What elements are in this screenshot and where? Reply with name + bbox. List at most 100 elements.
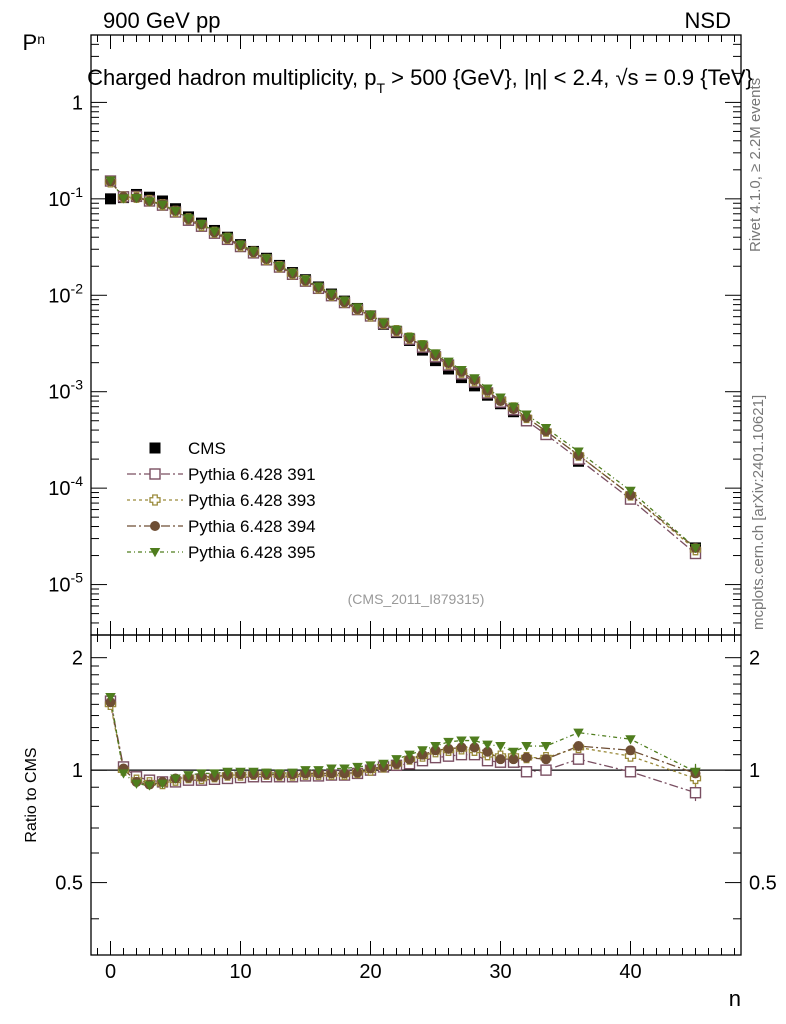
ratio-point bbox=[443, 737, 454, 748]
ratio-point bbox=[430, 742, 441, 752]
y-tick-label: 1 bbox=[72, 92, 83, 114]
y-tick-label: 10-2 bbox=[48, 280, 83, 307]
data-point bbox=[521, 410, 532, 420]
data-point bbox=[443, 357, 454, 367]
ratio-point bbox=[572, 753, 585, 765]
ratio-point bbox=[352, 762, 363, 773]
data-point bbox=[118, 194, 129, 204]
ratio-panel-frame bbox=[90, 634, 742, 956]
ratio-point bbox=[573, 728, 584, 738]
ratio-point bbox=[508, 747, 519, 757]
legend-label: Pythia 6.428 394 bbox=[188, 517, 316, 536]
data-point bbox=[183, 214, 194, 224]
ratio-point bbox=[443, 743, 454, 754]
ratio-point bbox=[170, 774, 181, 784]
header-left: 900 GeV pp bbox=[103, 8, 220, 33]
data-point bbox=[248, 247, 259, 257]
ratio-point bbox=[339, 764, 350, 774]
legend-marker bbox=[149, 548, 161, 558]
ratio-point bbox=[482, 740, 493, 750]
ratio-point bbox=[495, 754, 506, 765]
data-point bbox=[508, 402, 519, 412]
data-point bbox=[222, 233, 233, 243]
ratio-point bbox=[624, 766, 637, 778]
data-point bbox=[482, 384, 493, 394]
y-tick-label: 10-3 bbox=[48, 377, 83, 404]
data-point bbox=[274, 261, 285, 272]
ratio-point bbox=[521, 742, 532, 752]
ratio-point bbox=[118, 769, 129, 779]
ratio-point bbox=[689, 787, 702, 799]
ratio-point bbox=[274, 769, 285, 779]
ratio-point bbox=[540, 742, 552, 752]
legend-label: Pythia 6.428 393 bbox=[188, 491, 316, 510]
ratio-point bbox=[625, 745, 636, 756]
ratio-point bbox=[326, 764, 337, 774]
x-tick-label: 10 bbox=[229, 961, 251, 983]
ratio-point bbox=[625, 735, 636, 745]
ratio-point bbox=[404, 750, 415, 760]
ratio-point bbox=[456, 736, 467, 746]
ratio-point bbox=[105, 697, 116, 708]
data-point bbox=[326, 289, 337, 299]
legend-label: Pythia 6.428 391 bbox=[188, 465, 316, 484]
main-series-markers bbox=[104, 175, 702, 560]
ratio-tick-label-left: 1 bbox=[72, 760, 83, 782]
ratio-point bbox=[183, 771, 194, 781]
data-point bbox=[157, 200, 168, 210]
legend-marker bbox=[149, 442, 161, 454]
data-point bbox=[469, 374, 480, 384]
ratio-point bbox=[196, 769, 207, 779]
ratio-point bbox=[300, 766, 311, 776]
data-point bbox=[573, 447, 584, 457]
legend-label: Pythia 6.428 395 bbox=[188, 543, 316, 562]
data-point bbox=[287, 268, 298, 279]
ratio-point bbox=[521, 752, 532, 763]
ratio-tick-label-right: 1 bbox=[749, 760, 760, 782]
ratio-point bbox=[495, 742, 506, 752]
ratio-point bbox=[313, 766, 324, 776]
x-tick-label: 30 bbox=[489, 961, 511, 983]
data-point bbox=[430, 349, 441, 359]
ratio-point bbox=[520, 766, 533, 778]
data-point bbox=[300, 275, 311, 285]
data-point bbox=[352, 303, 363, 313]
ratio-point bbox=[540, 764, 552, 776]
x-tick-label: 20 bbox=[359, 961, 381, 983]
ratio-point bbox=[391, 755, 402, 765]
data-point bbox=[495, 393, 506, 403]
data-point bbox=[540, 424, 552, 434]
data-point bbox=[690, 543, 701, 554]
ratio-axis-ticks: 0 10 20 30 40 2 2 1 1 0.5 0.5 bbox=[55, 635, 777, 983]
ratio-point bbox=[482, 746, 493, 757]
ratio-point bbox=[235, 767, 246, 778]
ratio-point bbox=[541, 754, 551, 765]
data-point bbox=[131, 194, 142, 204]
ratio-point bbox=[469, 736, 480, 746]
data-point bbox=[404, 332, 415, 343]
ratio-point bbox=[456, 742, 467, 753]
y-tick-label: 10-4 bbox=[48, 473, 83, 500]
x-tick-label: 40 bbox=[619, 961, 641, 983]
y-tick-label: 10-1 bbox=[48, 184, 83, 211]
ratio-y-axis-label: Ratio to CMS bbox=[23, 747, 40, 842]
ratio-point bbox=[131, 779, 142, 789]
legend-marker bbox=[149, 494, 161, 506]
ratio-point bbox=[352, 767, 363, 778]
ratio-point bbox=[378, 759, 389, 770]
ratio-point bbox=[573, 741, 584, 752]
data-point bbox=[456, 365, 467, 376]
data-point bbox=[105, 176, 116, 186]
legend-marker bbox=[149, 468, 161, 480]
data-point bbox=[261, 254, 272, 264]
ratio-point bbox=[508, 754, 519, 765]
y-axis-label: Pn bbox=[23, 30, 45, 55]
mcplots-label: mcplots.cern.ch [arXiv:2401.10621] bbox=[750, 395, 767, 630]
ratio-point bbox=[287, 768, 298, 778]
ratio-point bbox=[469, 742, 480, 753]
data-point bbox=[170, 206, 181, 217]
ratio-tick-label-right: 0.5 bbox=[749, 873, 777, 895]
data-point bbox=[625, 486, 636, 496]
legend-label: CMS bbox=[188, 439, 226, 458]
